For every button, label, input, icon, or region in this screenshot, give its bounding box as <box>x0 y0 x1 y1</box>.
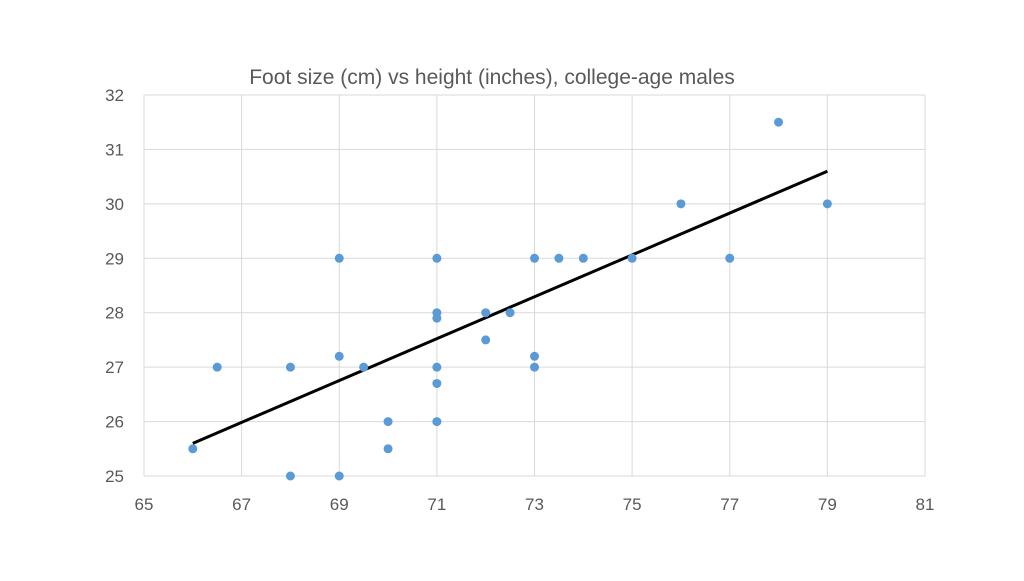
data-point <box>676 199 686 209</box>
data-point <box>432 362 442 372</box>
data-point <box>530 253 539 263</box>
data-point <box>188 444 198 454</box>
data-point <box>627 253 637 263</box>
x-tick-label: 69 <box>330 495 349 514</box>
data-point <box>822 199 832 209</box>
x-tick-label: 67 <box>232 495 251 514</box>
y-tick-label: 29 <box>105 249 124 268</box>
data-point <box>334 351 344 361</box>
data-point <box>432 417 442 427</box>
data-point <box>359 362 369 372</box>
y-tick-label: 32 <box>105 86 124 105</box>
data-point <box>334 253 344 263</box>
data-point <box>285 471 295 481</box>
data-point <box>212 362 222 372</box>
data-point <box>432 253 442 263</box>
data-point <box>530 362 539 372</box>
data-point <box>285 362 295 372</box>
data-point <box>530 351 539 361</box>
axes: 65 67 69 71 73 75 77 79 81 25 26 27 28 29 30 31 32 <box>105 86 934 514</box>
y-tick-label: 25 <box>105 467 124 486</box>
data-point <box>578 253 588 263</box>
x-tick-label: 79 <box>818 495 837 514</box>
y-tick-label: 28 <box>105 304 124 323</box>
trendline <box>192 169 828 445</box>
x-tick-label: 77 <box>720 495 739 514</box>
x-tick-label: 65 <box>135 495 154 514</box>
data-point <box>774 117 784 127</box>
data-point <box>432 378 442 388</box>
grid-lines <box>143 94 926 477</box>
y-tick-label: 26 <box>105 413 124 432</box>
chart-title: Foot size (cm) vs height (inches), colle… <box>249 66 735 89</box>
x-tick-label: 71 <box>427 495 446 514</box>
data-point <box>432 313 442 323</box>
x-tick-label: 75 <box>623 495 642 514</box>
data-point <box>334 471 344 481</box>
data-point <box>554 253 564 263</box>
y-tick-label: 31 <box>105 140 124 159</box>
data-point <box>383 444 393 454</box>
data-point <box>505 308 515 318</box>
trendline-layer <box>192 169 828 445</box>
data-point <box>481 335 491 345</box>
data-point <box>481 308 491 318</box>
x-tick-label: 73 <box>525 495 544 514</box>
data-points <box>188 117 832 481</box>
x-tick-label: 81 <box>916 495 935 514</box>
y-tick-label: 27 <box>105 358 124 377</box>
data-point <box>725 253 735 263</box>
y-tick-label: 30 <box>105 195 124 214</box>
data-point <box>383 417 393 427</box>
